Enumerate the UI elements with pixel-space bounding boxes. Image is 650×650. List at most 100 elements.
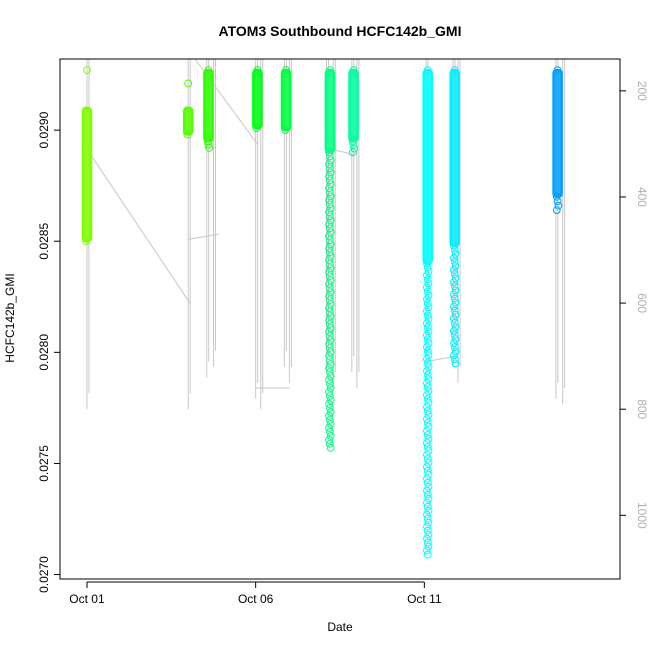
profile-point [281, 126, 290, 135]
profile-point [325, 184, 333, 193]
profile-point [449, 241, 458, 250]
profile-point [325, 364, 333, 372]
profile-point [450, 270, 459, 278]
profile-point [449, 253, 458, 262]
profile-point [423, 438, 431, 447]
profile-point [423, 331, 431, 340]
profile-point [451, 335, 460, 343]
profile-point [423, 419, 432, 427]
profile-point [423, 431, 432, 439]
profile-point [423, 550, 432, 559]
profile-point [325, 424, 333, 432]
profile-point [325, 160, 333, 169]
profile-point [325, 236, 334, 245]
profile-point-top [349, 66, 358, 75]
right-tick-label: 400 [635, 187, 649, 207]
profile-point [423, 502, 432, 511]
profile-point [348, 148, 357, 157]
profile-point [325, 208, 333, 217]
profile-point [326, 408, 335, 416]
profile-point [449, 266, 458, 274]
profile-point [348, 137, 357, 146]
right-tick-label: 1000 [635, 502, 649, 529]
profile-point [326, 168, 335, 177]
profile-point [325, 244, 333, 253]
profile-point [450, 306, 459, 315]
profile-point [325, 380, 334, 388]
y-tick-label: 0.0270 [37, 556, 51, 593]
profile-point [325, 152, 334, 161]
profile-point [423, 490, 432, 499]
profile-point [423, 371, 432, 380]
profile-point [423, 403, 431, 411]
profile-point [424, 267, 433, 276]
profile-point [423, 407, 432, 415]
right-tick-label: 800 [635, 399, 649, 419]
profile-point [325, 352, 333, 360]
profile-point [553, 197, 562, 206]
profile-point [326, 432, 335, 440]
profile-point [423, 462, 431, 471]
x-tick-label: Oct 06 [238, 592, 274, 606]
profile-point [325, 304, 333, 312]
profile-point [325, 176, 334, 185]
profile-point [423, 478, 432, 487]
profile-point [423, 538, 432, 547]
profile-point [424, 423, 433, 431]
profile-point [252, 123, 261, 132]
profile-point [423, 307, 431, 316]
profile-point [325, 292, 333, 301]
y-tick-label: 0.0280 [37, 334, 51, 371]
y-tick-label: 0.0290 [37, 111, 51, 148]
profile-point [451, 249, 460, 258]
profile-point [325, 296, 334, 305]
profile-point [451, 298, 460, 307]
profile-point [449, 290, 458, 299]
profile-point-top [553, 66, 562, 75]
profile-point [325, 164, 334, 173]
profile-point [325, 400, 333, 408]
profile-point [423, 295, 431, 304]
profile-point [325, 272, 334, 281]
right-tick-label: 600 [635, 293, 649, 313]
profile-point [326, 216, 335, 225]
y-tick-label: 0.0285 [37, 223, 51, 260]
profile-point [423, 275, 432, 284]
profile-point [423, 486, 431, 495]
profile-point [326, 324, 335, 332]
profile-point [423, 367, 431, 376]
profile-point [423, 319, 431, 328]
profile-point [205, 143, 214, 152]
profile-point [451, 286, 460, 295]
profile-point [326, 443, 335, 452]
profile-point [325, 232, 333, 241]
profile-point [424, 411, 433, 419]
profile-point [552, 192, 561, 201]
profile-point [423, 442, 432, 451]
profile-point [325, 416, 334, 424]
profile-point [423, 466, 432, 475]
profile-point [424, 303, 433, 312]
profile-point [554, 201, 563, 210]
profile-point [325, 388, 333, 396]
profile-point [451, 274, 460, 283]
profile-point [423, 427, 431, 435]
profile-point [450, 282, 459, 291]
profile-point [424, 470, 433, 479]
profile-point [325, 260, 334, 269]
profile-point [325, 332, 334, 340]
profile-point [423, 379, 431, 387]
profile-point [325, 356, 334, 364]
profile-point [326, 336, 335, 344]
profile-point [450, 331, 459, 339]
profile-point [424, 494, 433, 503]
profile-point [423, 283, 431, 292]
plot-layer [81, 59, 566, 559]
profile-point-top [282, 66, 290, 75]
profile-point [326, 240, 335, 249]
profile-point [325, 188, 334, 197]
profile-point [423, 347, 432, 356]
profile-point [423, 395, 432, 403]
profile-point [325, 280, 333, 289]
